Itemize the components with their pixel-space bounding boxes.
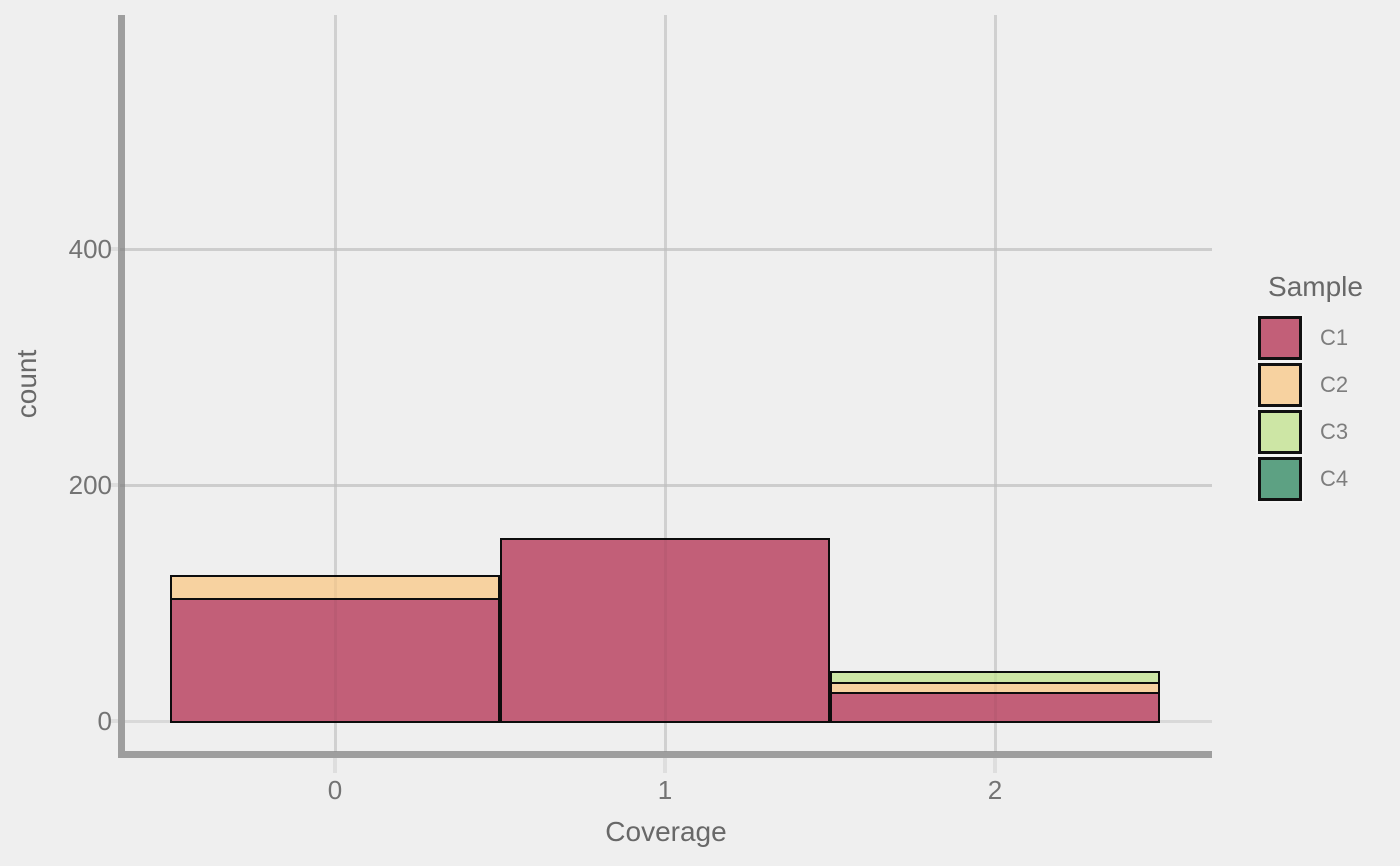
x-tick-mark	[993, 758, 997, 773]
y-tick-label: 400	[68, 234, 112, 264]
legend-swatch-c1	[1256, 314, 1304, 362]
legend-label: C4	[1320, 466, 1349, 491]
legend-label: C2	[1320, 372, 1349, 397]
y-gridline-overlay	[120, 483, 1212, 487]
legend-item: C3	[1256, 408, 1373, 456]
y-axis-title: count	[11, 349, 42, 419]
x-gridline	[333, 15, 337, 752]
bar-segment-c1	[170, 598, 500, 721]
legend-swatch-c4	[1256, 455, 1304, 503]
y-tick-mark	[109, 483, 119, 487]
y-tick-mark	[109, 719, 119, 723]
x-gridline-overlay	[993, 15, 997, 752]
legend-label: C1	[1320, 325, 1349, 350]
x-tick-label: 1	[657, 775, 673, 805]
x-tick-label: 0	[327, 775, 343, 805]
bar-segment-c1	[830, 691, 1160, 721]
legend-item: C4	[1256, 455, 1373, 503]
y-tick-label: 0	[97, 706, 112, 736]
legend: Sample C1 C2 C3 C4	[1256, 270, 1373, 504]
legend-item: C1	[1256, 314, 1373, 362]
y-tick-label: 200	[68, 470, 112, 500]
legend-swatch-c2	[1256, 361, 1304, 409]
x-tick-mark	[663, 758, 667, 773]
y-tick-mark	[109, 247, 119, 251]
x-gridline	[663, 15, 667, 752]
bar-segment-c1	[500, 538, 830, 721]
legend-title: Sample	[1268, 271, 1363, 302]
x-axis-title: Coverage	[605, 816, 727, 847]
legend-item: C2	[1256, 361, 1373, 409]
x-tick-label: 2	[987, 775, 1003, 805]
x-gridline-overlay	[333, 15, 337, 752]
x-gridline-overlay	[663, 15, 667, 752]
legend-swatch-c3	[1256, 408, 1304, 456]
y-axis-line	[118, 15, 125, 758]
x-gridline	[993, 15, 997, 752]
x-axis-line	[118, 751, 1212, 758]
legend-label: C3	[1320, 419, 1349, 444]
y-gridline-overlay	[120, 247, 1212, 251]
x-tick-mark	[333, 758, 337, 773]
